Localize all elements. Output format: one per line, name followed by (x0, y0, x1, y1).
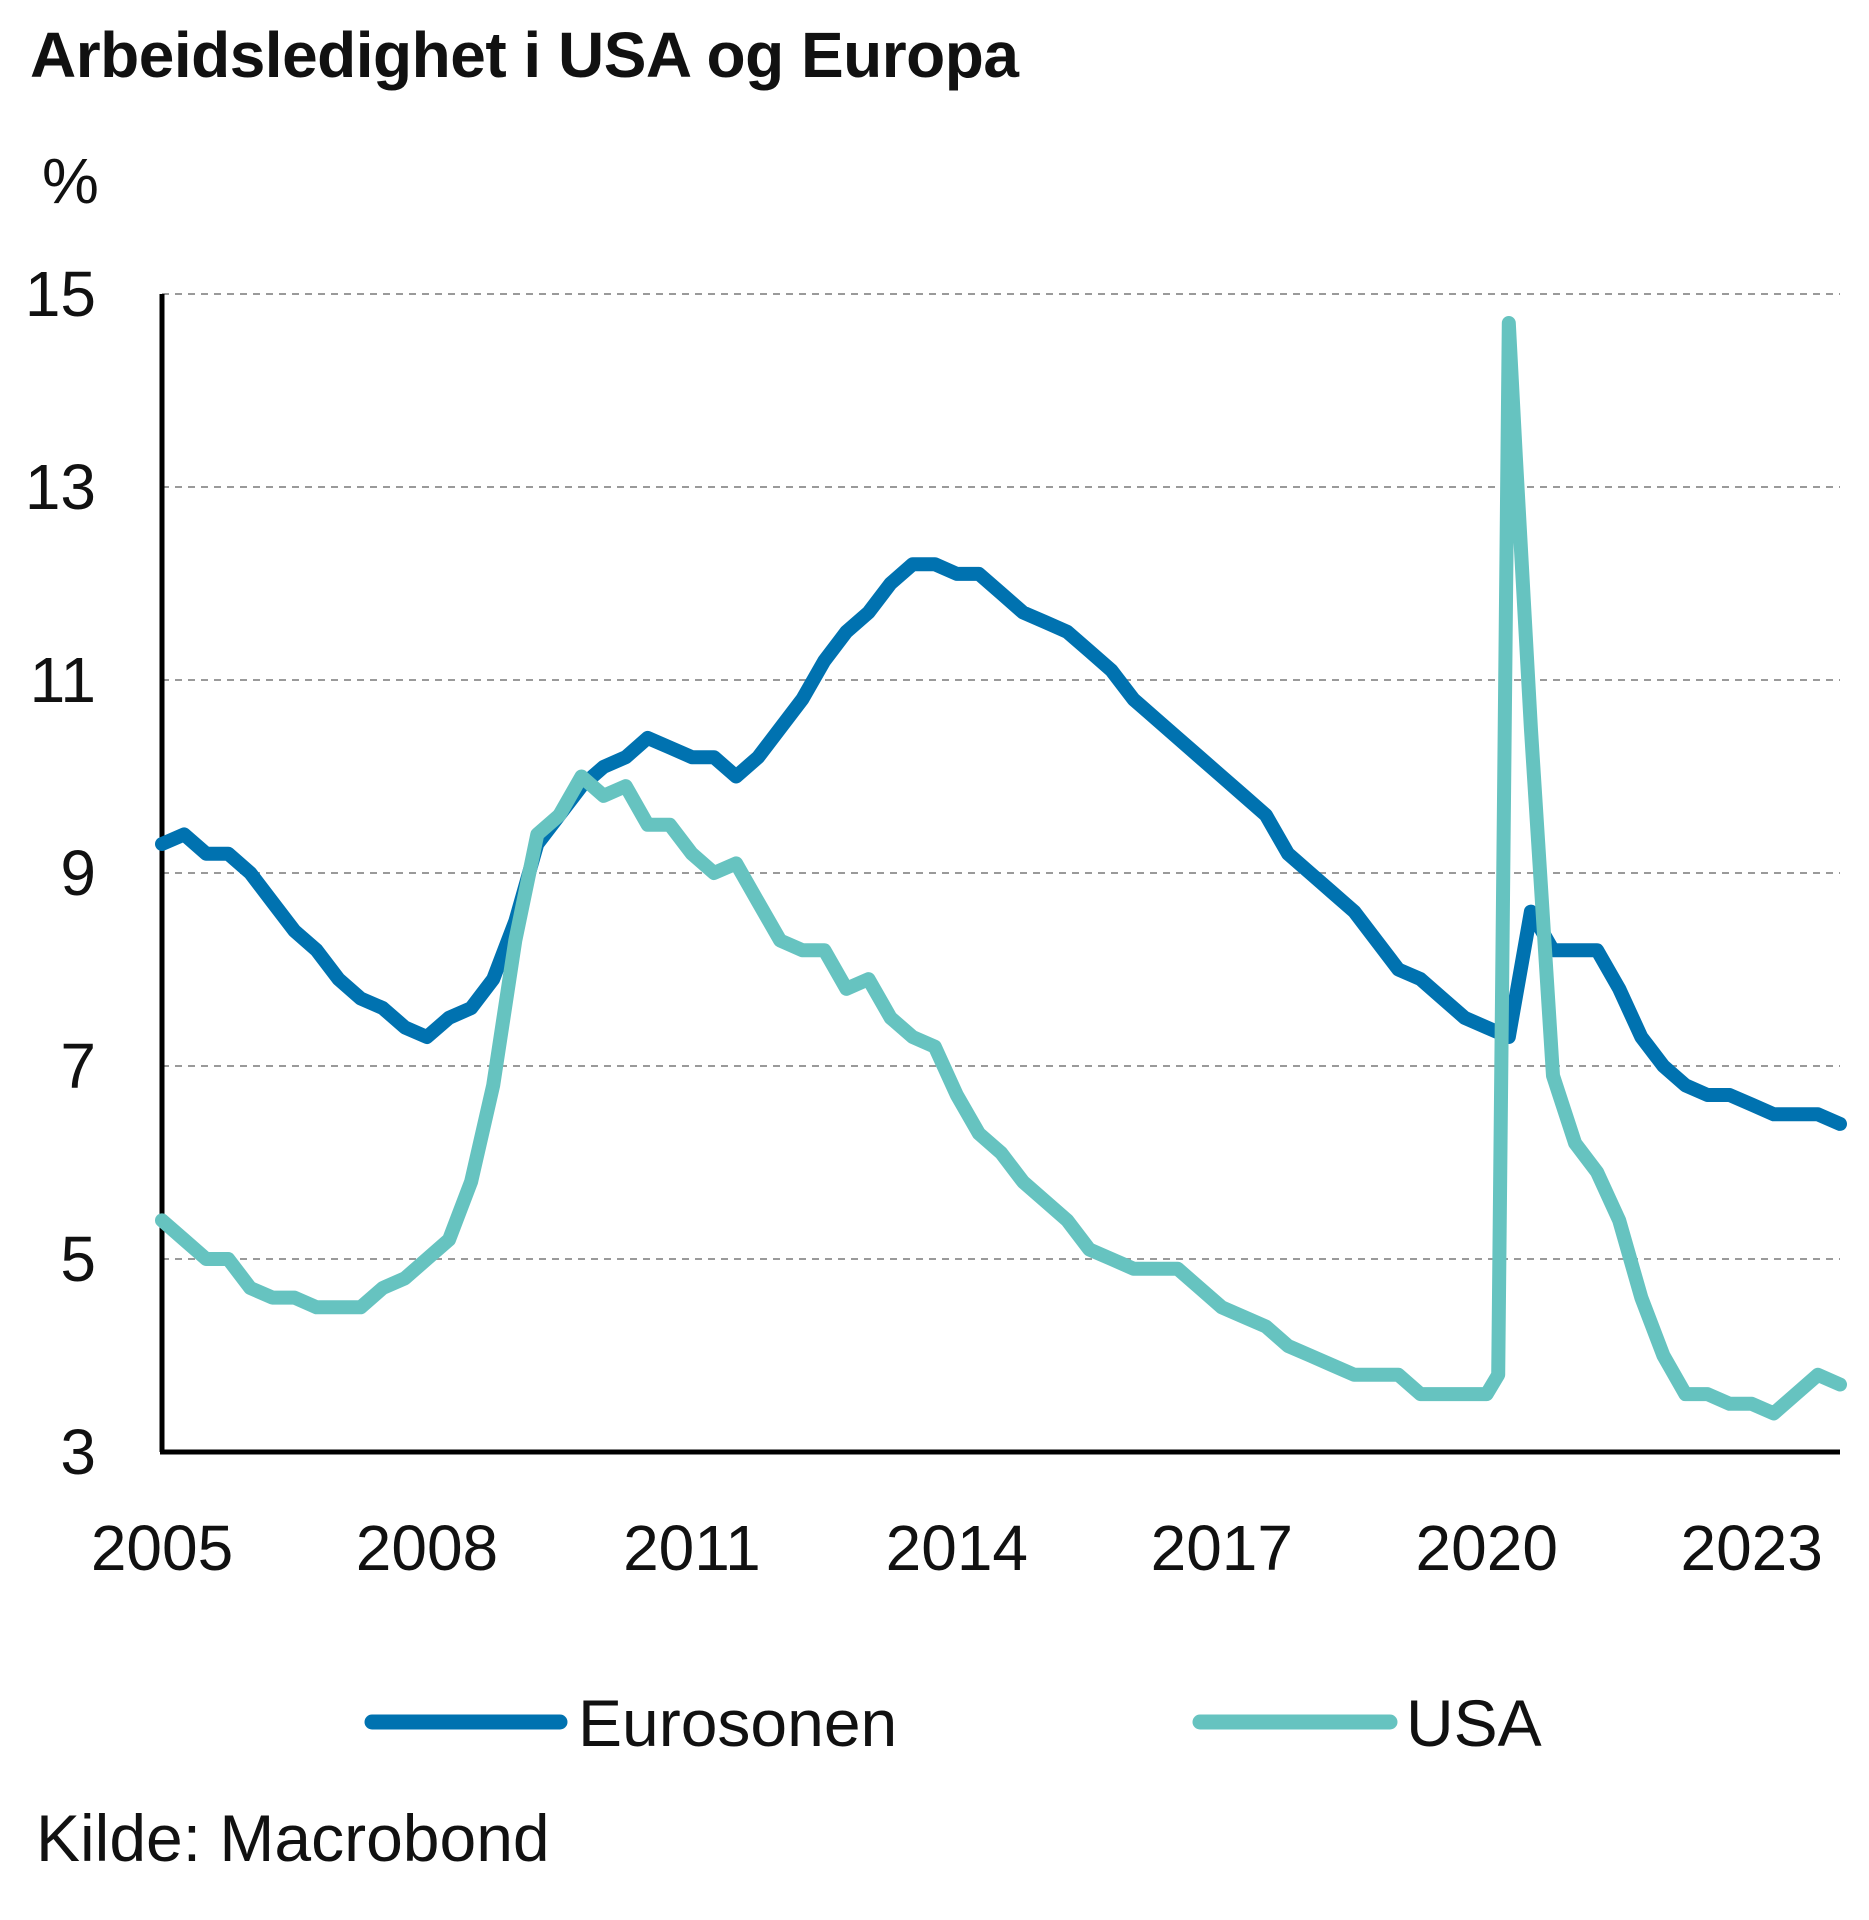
legend-label-usa: USA (1406, 1686, 1542, 1760)
legend-label-eurosonen: Eurosonen (578, 1686, 897, 1760)
x-tick-label: 2023 (1680, 1512, 1822, 1584)
x-tick-label: 2008 (356, 1512, 498, 1584)
y-tick-label: 11 (30, 644, 96, 716)
y-tick-label: 3 (60, 1416, 96, 1488)
y-tick-label: 5 (60, 1223, 96, 1295)
axis-layer: % (42, 145, 1840, 1455)
y-tick-label: 9 (60, 837, 96, 909)
tick-layer: 3 5 7 9 11 13 15 2005 2008 2011 2014 2017 2020 2023 (25, 258, 1823, 1584)
y-tick-label: 15 (25, 258, 96, 330)
series-layer (155, 316, 1847, 1421)
x-tick-label: 2017 (1151, 1512, 1293, 1584)
series-line-usa (155, 316, 1847, 1421)
y-axis-unit-label: % (42, 145, 99, 217)
chart-title: Arbeidsledighet i USA og Europa (30, 19, 1019, 91)
source-note: Kilde: Macrobond (36, 1801, 550, 1875)
x-tick-label: 2011 (623, 1512, 761, 1584)
y-tick-label: 13 (25, 451, 96, 523)
grid-layer (162, 293, 1840, 1260)
x-tick-label: 2020 (1416, 1512, 1558, 1584)
legend: Eurosonen USA (364, 1686, 1542, 1760)
x-tick-label: 2014 (886, 1512, 1028, 1584)
series-line-eurosonen (155, 557, 1847, 1131)
y-tick-label: 7 (60, 1030, 96, 1102)
x-tick-label: 2005 (91, 1512, 233, 1584)
